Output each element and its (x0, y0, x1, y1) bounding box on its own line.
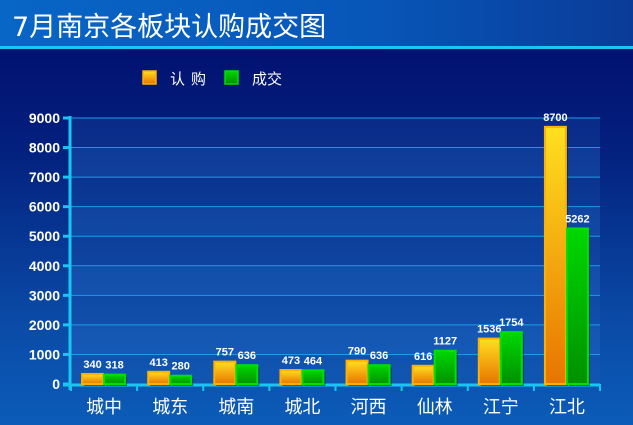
data-label: 8700 (543, 112, 567, 124)
deal-bar (433, 349, 457, 385)
y-tick-label: 0 (52, 376, 60, 392)
subscribe-bar (147, 370, 171, 385)
data-label: 340 (83, 359, 101, 371)
data-label: 318 (105, 360, 123, 372)
y-tick-label: 4000 (29, 258, 60, 274)
plot-band (71, 118, 600, 148)
chart-title: 7月南京各板块认购成交图 (12, 12, 327, 43)
deal-bar (169, 374, 193, 386)
data-label: 413 (150, 357, 168, 369)
data-label: 1127 (433, 336, 457, 348)
y-tick-label: 9000 (29, 110, 60, 126)
y-tick-label: 1000 (29, 346, 60, 362)
legend-label: 成交 (252, 70, 282, 88)
subscribe-bar (411, 364, 435, 386)
data-label: 636 (238, 350, 256, 362)
title-divider (0, 46, 633, 49)
subscribe-bar (81, 372, 105, 385)
plot-band (71, 236, 600, 266)
plot-band (71, 295, 600, 325)
x-tick-label: 江北 (549, 397, 585, 418)
x-tick-label: 河西 (351, 397, 387, 418)
deal-bar (565, 227, 589, 385)
plot-band (71, 177, 600, 207)
deal-bar (367, 364, 391, 385)
x-tick-label: 仙林 (417, 397, 453, 418)
deal-bar (103, 373, 127, 385)
x-tick-label: 城北 (284, 397, 320, 418)
data-label: 790 (348, 346, 366, 358)
data-label: 280 (172, 361, 190, 373)
data-label: 473 (282, 355, 300, 367)
data-label: 636 (370, 350, 388, 362)
data-label: 464 (304, 355, 323, 367)
x-tick-label: 城东 (152, 397, 188, 418)
x-tick-label: 江宁 (483, 397, 519, 418)
plot-band (71, 147, 600, 178)
data-label: 1536 (477, 324, 501, 336)
legend-label: 认购 (170, 70, 212, 88)
subscribe-bar (345, 359, 369, 386)
subscribe-bar (213, 360, 237, 385)
y-tick-label: 3000 (29, 287, 60, 303)
data-label: 757 (216, 347, 234, 359)
legend-swatch (142, 70, 157, 85)
title-bar: 7月南京各板块认购成交图 (0, 0, 633, 46)
subscribe-bar (279, 369, 303, 386)
data-label: 616 (414, 351, 432, 363)
subscribe-bar (477, 337, 501, 385)
y-tick-label: 8000 (29, 140, 60, 156)
y-tick-label: 5000 (29, 228, 60, 244)
deal-bar (301, 369, 325, 386)
plot-band (71, 265, 600, 296)
subscribe-bar (543, 125, 567, 385)
legend-swatch (224, 70, 239, 85)
y-tick-label: 2000 (29, 317, 60, 333)
data-label: 5262 (565, 213, 589, 225)
y-tick-label: 6000 (29, 199, 60, 215)
y-tick-label: 7000 (29, 169, 60, 185)
x-tick-label: 城南 (218, 397, 254, 418)
deal-bar (235, 364, 259, 385)
data-label: 1754 (499, 317, 524, 329)
x-tick-label: 城中 (86, 397, 122, 418)
plot-band (71, 206, 600, 237)
deal-bar (499, 331, 523, 385)
